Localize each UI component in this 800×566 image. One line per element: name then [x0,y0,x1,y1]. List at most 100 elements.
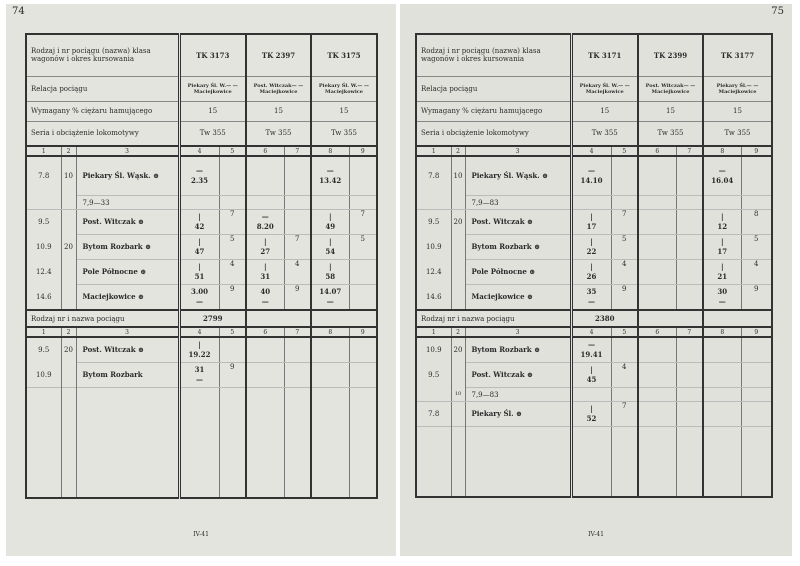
time-cell [637,284,677,311]
gradient [450,259,466,285]
train-loco: Tw 355 [310,121,378,147]
train-name: TK 2397 [245,34,312,77]
train-loco: Tw 355 [177,121,247,147]
minutes-cell: 9 [610,284,639,311]
time-marker: | [328,262,332,271]
column-number: 1 [415,145,452,157]
station-row: 7.8 10 Piekary Śl. Wąsk. ⊕ —14.10—16.04 [415,156,773,196]
empty-cell [450,426,466,497]
km-value: 9.5 [25,209,62,235]
time-marker: | [720,262,724,271]
gradient [450,362,466,388]
time-cell [637,156,677,196]
gradient [60,259,77,285]
time-value: 51 [194,272,205,281]
timetable: Rodzaj i nr pociągu (nazwa) klasa wagonó… [415,33,773,498]
time-marker: 31 [194,365,205,374]
run-minutes: 4 [295,260,300,268]
time-cell [310,362,350,388]
page-footer: IV-41 [588,531,604,538]
time-marker: 35 [586,287,597,296]
station-row: 10.9 Bytom Rozbark 31—9 [25,362,378,388]
column-number: 3 [75,145,180,157]
empty-cell [283,387,312,498]
time-cell: 3.00— [177,284,220,311]
time-cell [637,259,677,285]
time-marker: | [263,237,267,246]
column-number: 1 [25,145,62,157]
gradient [60,209,77,235]
time-marker: | [198,340,201,349]
empty-cell [245,387,285,498]
time-marker: — [326,166,334,175]
time-value: 17 [717,247,728,256]
header-row-relation: Relacja pociągu Piekary Śl. W.— —Maciejko… [415,76,773,102]
time-cell: —13.42 [310,156,350,196]
brake-label: Wymagany % ciężaru hamującego [25,101,180,122]
empty-cell [245,195,285,210]
train2-number [637,309,704,328]
time-cell: 31— [177,362,220,388]
run-minutes: 4 [754,260,759,268]
train-relation: Piekary Śl. W.— —Maciejkowice [310,76,378,102]
minutes-cell: 5 [218,234,247,260]
km-value: 7.8 [25,156,62,196]
time-marker: | [590,212,593,221]
train-name: TK 2399 [637,34,704,77]
column-number: 2 [60,145,77,157]
train2-label: Rodzaj nr i nazwa pociągu [415,309,572,328]
column-number: 3 [464,326,572,338]
time-cell: —8.20 [245,209,285,235]
station-name: Post. Witczak ⊕ [464,209,572,235]
train-label: Rodzaj i nr pociągu (nazwa) klasa wagonó… [415,34,572,77]
station-name: Bytom Rozbark ⊕ [75,234,180,260]
column-number: 8 [310,145,350,157]
km-value: 9.5 [415,209,452,235]
empty-cell [464,426,572,497]
empty-cell [177,387,220,498]
page-right: 75 Rodzaj i nr pociągu (nazwa) klasa wago… [400,4,792,556]
time-value: — [261,297,269,306]
train2-number [310,309,378,328]
time-cell: 14.07— [310,284,350,311]
empty-cell [610,387,639,402]
time-cell: | 21 [702,259,742,285]
section-note: 7,9—83 [464,195,572,210]
station-name: Bytom Rozbark ⊕ [464,337,572,363]
time-value: — [588,297,595,306]
station-name: Piekary Śl. Wąsk. ⊕ [464,156,572,196]
time-value: 2.35 [190,176,209,185]
time-cell: | 47 [177,234,220,260]
minutes-cell: 9 [218,284,247,311]
km-cell [415,195,452,210]
time-cell: | 51 [177,259,220,285]
gradient: 20 [450,337,466,363]
train2-number [245,309,312,328]
empty-cell [702,195,742,210]
section-note: 7,9—33 [75,195,180,210]
train-brake: 15 [702,101,773,122]
header-row-brake: Wymagany % ciężaru hamującego 15 15 15 [415,101,773,122]
station-row: 14.6 Maciejkowice ⊕ 35—9 30—9 [415,284,773,311]
km-value: 7.8 [415,156,452,196]
minutes-cell: 4 [740,259,773,285]
time-value: 52 [586,414,597,423]
train-brake: 15 [245,101,312,122]
time-marker: | [590,262,593,271]
time-marker: | [590,365,593,374]
time-marker: | [720,237,724,246]
run-minutes: 8 [754,210,759,218]
minutes-cell: 8 [740,209,773,235]
time-marker: | [590,404,593,413]
time-marker: — [588,340,595,349]
train-brake: 15 [569,101,639,122]
minutes-cell [283,337,312,363]
time-value: 26 [586,272,597,281]
minutes-cell [740,401,773,427]
time-cell: | 19.22 [177,337,220,363]
time-value: 58 [325,272,336,281]
run-minutes: 4 [230,260,235,268]
empty-cell [675,426,704,497]
